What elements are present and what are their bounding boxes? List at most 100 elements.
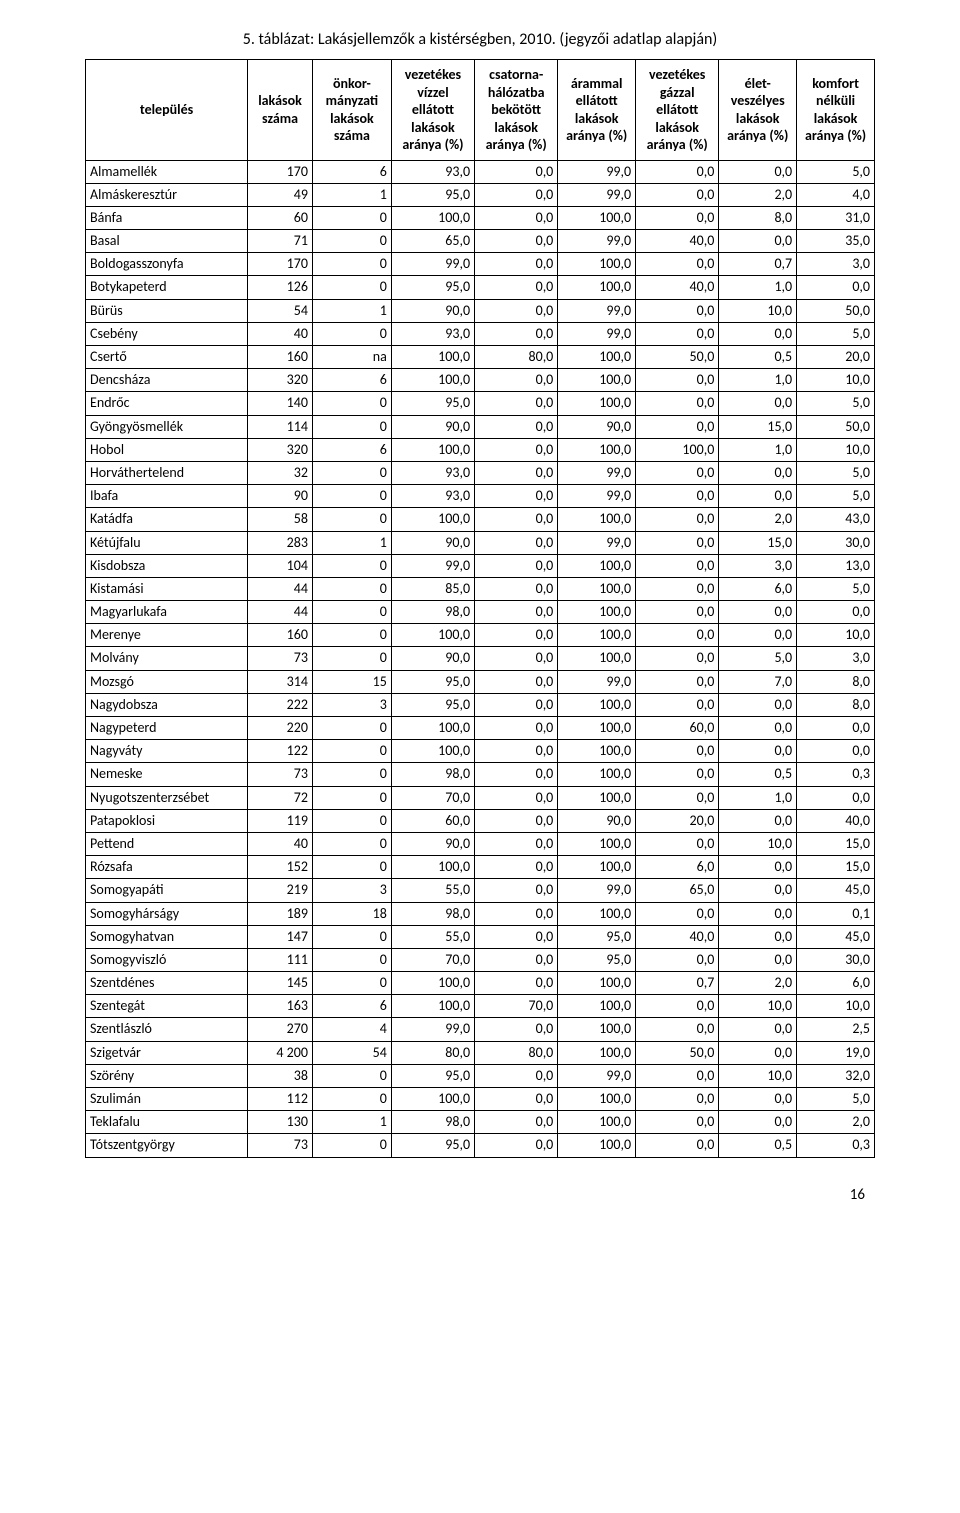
row-value-cell: 60 [248,206,313,229]
row-value-cell: 32 [248,461,313,484]
row-name-cell: Kistamási [86,577,248,600]
row-value-cell: 93,0 [391,485,474,508]
row-value-cell: 0 [312,948,391,971]
row-value-cell: 2,5 [797,1018,875,1041]
row-value-cell: 80,0 [475,1041,558,1064]
row-value-cell: 50,0 [636,1041,719,1064]
table-row: Somogyviszló111070,00,095,00,00,030,0 [86,948,875,971]
row-value-cell: 99,0 [391,253,474,276]
row-value-cell: 220 [248,717,313,740]
row-value-cell: 100,0 [558,346,636,369]
row-value-cell: 10,0 [719,299,797,322]
col-csatorna: csatorna-hálózatba bekötött lakások arán… [475,60,558,161]
row-value-cell: 99,0 [558,183,636,206]
row-value-cell: 0,0 [475,948,558,971]
row-value-cell: 5,0 [797,1088,875,1111]
row-value-cell: 0 [312,925,391,948]
row-value-cell: 10,0 [719,995,797,1018]
row-value-cell: 100,0 [391,508,474,531]
row-value-cell: 145 [248,972,313,995]
table-row: Boldogasszonyfa170099,00,0100,00,00,73,0 [86,253,875,276]
row-name-cell: Teklafalu [86,1111,248,1134]
row-value-cell: 270 [248,1018,313,1041]
row-name-cell: Rózsafa [86,856,248,879]
row-value-cell: 73 [248,1134,313,1157]
row-name-cell: Patapoklosi [86,809,248,832]
row-value-cell: 0,0 [719,948,797,971]
row-value-cell: 71 [248,230,313,253]
row-value-cell: 1,0 [719,276,797,299]
row-value-cell: 5,0 [719,647,797,670]
row-value-cell: 40,0 [636,276,719,299]
row-value-cell: 126 [248,276,313,299]
row-value-cell: 100,0 [558,1111,636,1134]
row-value-cell: 147 [248,925,313,948]
row-value-cell: 140 [248,392,313,415]
row-value-cell: 100,0 [558,1018,636,1041]
row-value-cell: 90,0 [391,832,474,855]
row-value-cell: 5,0 [797,322,875,345]
row-value-cell: 100,0 [558,438,636,461]
row-value-cell: 0,0 [719,461,797,484]
row-value-cell: 20,0 [797,346,875,369]
table-row: Merenye1600100,00,0100,00,00,010,0 [86,624,875,647]
row-value-cell: 95,0 [391,693,474,716]
table-row: Szentdénes1450100,00,0100,00,72,06,0 [86,972,875,995]
row-name-cell: Horváthertelend [86,461,248,484]
row-value-cell: 0 [312,206,391,229]
row-value-cell: 0,0 [636,1064,719,1087]
row-value-cell: 100,0 [558,508,636,531]
row-value-cell: 8,0 [797,693,875,716]
row-value-cell: 0,0 [475,693,558,716]
row-value-cell: 0,0 [475,253,558,276]
table-row: Nemeske73098,00,0100,00,00,50,3 [86,763,875,786]
row-value-cell: 0,0 [475,392,558,415]
row-value-cell: 6 [312,438,391,461]
row-value-cell: 70,0 [475,995,558,1018]
row-value-cell: 0,0 [475,763,558,786]
row-value-cell: 0,0 [636,554,719,577]
row-name-cell: Merenye [86,624,248,647]
row-value-cell: 0,0 [719,879,797,902]
row-name-cell: Mozsgó [86,670,248,693]
row-value-cell: 104 [248,554,313,577]
row-value-cell: 1,0 [719,438,797,461]
row-value-cell: 100,0 [391,856,474,879]
row-value-cell: 18 [312,902,391,925]
row-value-cell: 0,0 [475,601,558,624]
row-value-cell: 111 [248,948,313,971]
row-value-cell: 90 [248,485,313,508]
row-value-cell: 1,0 [719,786,797,809]
row-value-cell: 100,0 [391,624,474,647]
row-value-cell: 112 [248,1088,313,1111]
row-value-cell: 93,0 [391,322,474,345]
row-value-cell: 0 [312,647,391,670]
row-value-cell: 5,0 [797,160,875,183]
row-value-cell: 122 [248,740,313,763]
row-value-cell: 0,1 [797,902,875,925]
row-value-cell: 99,0 [391,1018,474,1041]
row-value-cell: 90,0 [391,415,474,438]
row-value-cell: 0 [312,832,391,855]
col-vizzel: vezetékes vízzel ellátott lakások aránya… [391,60,474,161]
row-value-cell: 0,0 [636,461,719,484]
row-value-cell: 98,0 [391,902,474,925]
row-value-cell: 6 [312,160,391,183]
row-value-cell: 0,0 [475,160,558,183]
row-value-cell: 0,0 [636,670,719,693]
row-value-cell: 0,0 [475,461,558,484]
row-value-cell: 30,0 [797,948,875,971]
table-row: Almamellék170693,00,099,00,00,05,0 [86,160,875,183]
row-value-cell: 0,0 [636,832,719,855]
row-value-cell: 0 [312,763,391,786]
row-value-cell: na [312,346,391,369]
row-name-cell: Ibafa [86,485,248,508]
row-value-cell: 100,0 [558,717,636,740]
row-value-cell: 44 [248,577,313,600]
row-value-cell: 15,0 [797,832,875,855]
table-header-row: település lakások száma önkor-mányzati l… [86,60,875,161]
row-value-cell: 85,0 [391,577,474,600]
table-row: Csertő160na100,080,0100,050,00,520,0 [86,346,875,369]
row-value-cell: 6,0 [719,577,797,600]
row-value-cell: 100,0 [391,740,474,763]
